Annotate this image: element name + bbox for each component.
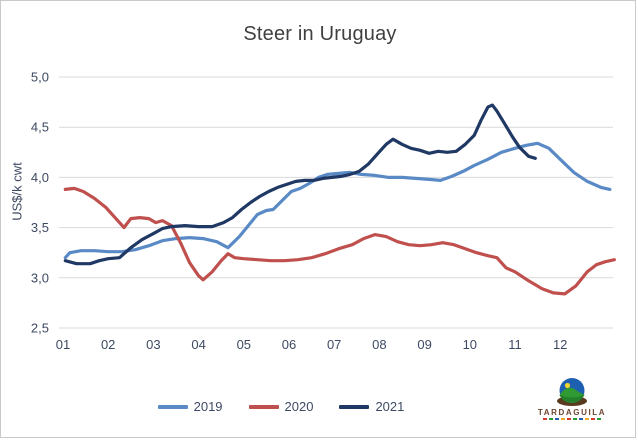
svg-text:11: 11 xyxy=(508,337,522,352)
legend-label-2021: 2021 xyxy=(375,399,405,414)
svg-text:3,0: 3,0 xyxy=(31,270,49,285)
legend-swatch-2020 xyxy=(248,404,279,409)
svg-text:03: 03 xyxy=(146,337,160,352)
svg-text:3,5: 3,5 xyxy=(31,220,49,235)
svg-text:5,0: 5,0 xyxy=(31,70,49,85)
svg-text:05: 05 xyxy=(237,337,251,352)
svg-text:09: 09 xyxy=(417,337,431,352)
legend-item-2020: 2020 xyxy=(248,399,314,414)
svg-text:04: 04 xyxy=(191,337,205,352)
legend-swatch-2021 xyxy=(339,404,370,409)
tardaguila-logo: TARDAGUILA xyxy=(534,377,610,435)
tardaguila-tagline-marks xyxy=(543,418,601,420)
chart-title: Steer in Uruguay xyxy=(243,23,397,45)
svg-text:10: 10 xyxy=(463,337,477,352)
tardaguila-globe-icon xyxy=(557,378,587,406)
chart-legend: 2019 2020 2021 xyxy=(1,399,561,414)
svg-text:06: 06 xyxy=(282,337,296,352)
svg-text:2,5: 2,5 xyxy=(31,321,49,336)
legend-label-2020: 2020 xyxy=(284,399,314,414)
legend-item-2021: 2021 xyxy=(339,399,404,414)
svg-text:12: 12 xyxy=(553,337,567,352)
svg-text:4,5: 4,5 xyxy=(31,120,49,135)
tardaguila-wordmark: TARDAGUILA xyxy=(537,408,607,417)
svg-text:4,0: 4,0 xyxy=(31,170,49,185)
legend-swatch-2019 xyxy=(157,404,188,409)
svg-text:07: 07 xyxy=(327,337,341,352)
legend-label-2019: 2019 xyxy=(193,399,223,414)
svg-text:02: 02 xyxy=(101,337,115,352)
svg-text:08: 08 xyxy=(372,337,386,352)
legend-item-2019: 2019 xyxy=(157,399,223,414)
svg-text:01: 01 xyxy=(56,337,70,352)
